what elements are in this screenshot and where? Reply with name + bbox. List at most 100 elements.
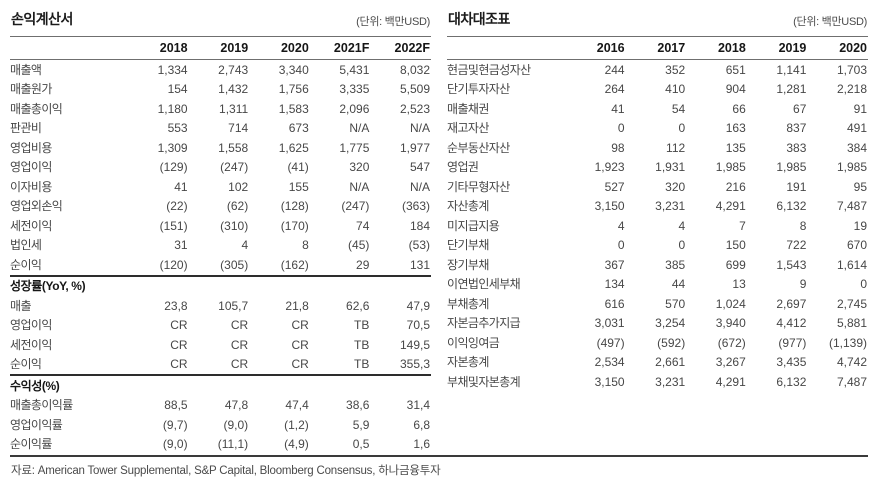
row-label: 부채총계 (447, 296, 489, 311)
value-cell: 570 (665, 296, 686, 311)
source-note: 자료: American Tower Supplemental, S&P Cap… (11, 465, 441, 477)
row-label: 영업이익 (10, 160, 52, 174)
value-cell: 1,756 (278, 82, 309, 96)
value-cell: 0 (678, 238, 686, 252)
value-cell: 1,985 (836, 160, 867, 174)
value-cell: 714 (228, 121, 249, 135)
value-cell: 320 (665, 179, 686, 194)
value-cell: (247) (220, 160, 249, 174)
balance-sheet-panel: 대차대조표 (단위: 백만USD) 2016 2017 2018 2019 2020 현금… (447, 9, 868, 392)
value-cell: 384 (846, 140, 867, 155)
year-column-header: 2018 (686, 36, 747, 60)
balance-sheet-header: 대차대조표 (단위: 백만USD) (447, 9, 868, 36)
value-cell: 1,775 (339, 140, 370, 155)
value-cell: (22) (166, 199, 188, 213)
table-row: 세전이익 (151) (310) (170) 74 184 (10, 216, 431, 236)
value-cell: 3,254 (655, 316, 686, 330)
row-label: 매출총이익 (10, 101, 63, 116)
income-statement-unit-label: (단위: 백만USD) (356, 16, 430, 28)
value-cell (188, 374, 250, 396)
value-cell: 616 (604, 296, 625, 311)
value-cell: TB (354, 357, 370, 371)
value-cell: 21,8 (285, 298, 309, 313)
value-cell: (977) (778, 335, 807, 350)
report-page: 손익계산서 (단위: 백만USD) 2018 2019 2020 2021F 2022F… (10, 9, 868, 477)
table-row: 매출총이익률 88,5 47,8 47,4 38,6 31,4 (10, 396, 431, 416)
value-cell: 1,309 (157, 140, 188, 155)
value-cell: CR (230, 337, 249, 352)
value-cell: 98 (611, 140, 625, 155)
year-column-header: 2019 (746, 36, 808, 60)
year-column-header: 2016 (565, 36, 626, 60)
section-header-row: 성장률(YoY, %) (10, 274, 431, 296)
table-row: 현금및현금성자산 244 352 651 1,141 1,703 (447, 60, 868, 80)
value-cell: 0 (860, 277, 867, 291)
value-cell: 67 (793, 101, 807, 116)
row-label: 매출원가 (10, 82, 52, 96)
table-row: 영업이익 (129) (247) (41) 320 547 (10, 158, 431, 178)
value-cell: 131 (409, 257, 430, 272)
value-cell: 216 (725, 179, 746, 194)
table-row: 매출채권 41 54 66 67 91 (447, 99, 868, 119)
value-cell: 3,267 (715, 355, 746, 369)
value-cell: N/A (409, 121, 430, 135)
value-cell (128, 374, 189, 396)
value-cell: 135 (725, 140, 746, 155)
value-cell: 8,032 (399, 62, 430, 77)
value-cell: 244 (604, 62, 625, 77)
row-label: 순부동산자산 (447, 140, 510, 155)
row-label: 이자비용 (10, 179, 52, 194)
year-column-header: 2017 (625, 36, 687, 60)
value-cell: 5,509 (399, 82, 430, 96)
section-label: 성장률(YoY, %) (10, 274, 128, 296)
row-label: 기타무형자산 (447, 179, 510, 194)
value-cell: 1,141 (776, 62, 807, 77)
value-cell: 47,9 (406, 298, 430, 313)
value-cell: 1,923 (594, 160, 625, 174)
value-cell: 19 (853, 218, 867, 233)
value-cell: 4,412 (776, 316, 807, 330)
value-cell: 88,5 (164, 398, 188, 412)
row-label: 이연법인세부채 (447, 277, 521, 291)
value-cell: 410 (665, 82, 686, 96)
value-cell: 1,703 (836, 62, 867, 77)
value-cell: 1,931 (655, 160, 686, 174)
value-cell: 9 (799, 277, 807, 291)
value-cell: 3,150 (594, 199, 625, 213)
value-cell: 4,742 (836, 355, 867, 369)
row-label: 재고자산 (447, 121, 489, 135)
value-cell: (9,7) (162, 417, 188, 432)
value-cell (309, 374, 371, 396)
corner-cell (447, 36, 565, 60)
value-cell: CR (230, 357, 249, 371)
row-label: 매출채권 (447, 101, 489, 116)
value-cell: (310) (220, 218, 249, 233)
table-row: 영업권 1,923 1,931 1,985 1,985 1,985 (447, 158, 868, 178)
row-label: 매출액 (10, 62, 42, 77)
value-cell: 3,031 (594, 316, 625, 330)
value-cell: 2,661 (655, 355, 686, 369)
row-label: 법인세 (10, 238, 42, 252)
value-cell: (129) (159, 160, 188, 174)
row-label: 순이익률 (10, 437, 52, 451)
value-cell: TB (354, 318, 370, 332)
table-row: 이익잉여금 (497) (592) (672) (977) (1,139) (447, 333, 868, 353)
row-label: 순이익 (10, 257, 42, 272)
value-cell: 62,6 (346, 298, 370, 313)
table-row: 매출총이익 1,180 1,311 1,583 2,096 2,523 (10, 99, 431, 119)
row-label: 자본금추가지급 (447, 316, 521, 330)
income-statement-table: 2018 2019 2020 2021F 2022F 매출액 1,334 2,743 3,340… (10, 36, 431, 454)
value-cell: 150 (725, 238, 746, 252)
value-cell: 1,024 (715, 296, 746, 311)
value-cell: (41) (287, 160, 309, 174)
value-cell: 95 (853, 179, 867, 194)
year-column-header: 2020 (807, 36, 868, 60)
value-cell: (170) (280, 218, 309, 233)
value-cell (370, 374, 431, 396)
value-cell: (592) (657, 335, 686, 350)
value-cell: (62) (226, 199, 249, 213)
value-cell: CR (291, 337, 309, 352)
table-row: 부채및자본총계 3,150 3,231 4,291 6,132 7,487 (447, 372, 868, 392)
value-cell: 70,5 (406, 318, 430, 332)
value-cell (128, 274, 189, 296)
